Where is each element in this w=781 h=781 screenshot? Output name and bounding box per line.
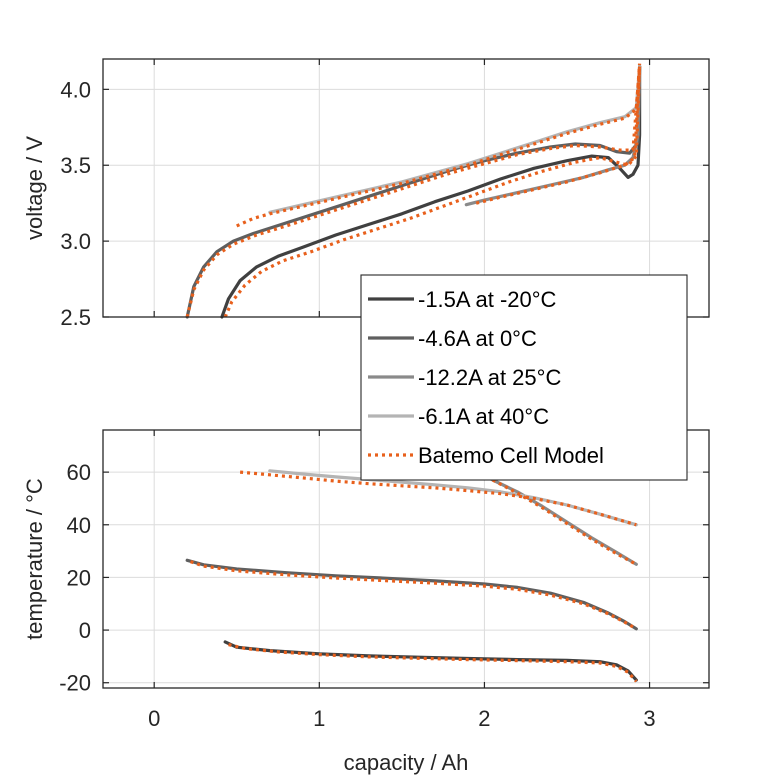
voltage-model-line <box>185 66 642 318</box>
legend-entry: -4.6A at 0°C <box>368 326 537 351</box>
voltage-ytick-label: 2.5 <box>60 305 91 330</box>
temperature-measured-line <box>268 469 638 527</box>
voltage-model-line <box>475 66 642 205</box>
legend-entry: -12.2A at 25°C <box>368 365 561 390</box>
voltage-series <box>185 63 642 319</box>
voltage-model-line <box>223 66 642 318</box>
legend-entry: -6.1A at 40°C <box>368 404 549 429</box>
legend-label: -6.1A at 40°C <box>418 404 549 429</box>
legend-entry: Batemo Cell Model <box>368 443 604 468</box>
legend: -1.5A at -20°C -4.6A at 0°C -12.2A at 25°C… <box>360 274 688 481</box>
voltage-ticks: 2.5 3.0 3.5 4.0 <box>60 59 709 330</box>
temperature-ytick-label: 40 <box>67 513 91 538</box>
legend-entry: -1.5A at -20°C <box>368 287 557 312</box>
temperature-series <box>185 465 638 683</box>
temperature-xtick-label: 2 <box>478 706 490 731</box>
voltage-measured-line <box>220 65 642 319</box>
temperature-ylabel: temperature / °C <box>22 478 47 640</box>
capacity-xlabel: capacity / Ah <box>344 750 469 775</box>
temperature-model-line <box>491 478 638 566</box>
temperature-ytick-label: -20 <box>59 671 91 696</box>
legend-label: -4.6A at 0°C <box>418 326 537 351</box>
voltage-plot-background <box>103 59 709 317</box>
temperature-ytick-label: 0 <box>79 618 91 643</box>
legend-label: Batemo Cell Model <box>418 443 604 468</box>
temperature-ticks: 0 1 2 3 -20 0 20 40 60 <box>59 430 709 731</box>
temperature-model-line <box>228 643 638 683</box>
voltage-ytick-label: 3.5 <box>60 153 91 178</box>
legend-label: -1.5A at -20°C <box>418 287 557 312</box>
temperature-axes: 0 1 2 3 -20 0 20 40 60 temperature / °C capacity… <box>22 429 710 775</box>
voltage-axes: 2.5 3.0 3.5 4.0 voltage / V <box>22 58 710 330</box>
voltage-measured-line <box>185 65 642 319</box>
temperature-xtick-label: 0 <box>148 706 160 731</box>
voltage-grid <box>103 59 709 318</box>
legend-label: -12.2A at 25°C <box>418 365 561 390</box>
legend-box <box>360 274 688 481</box>
voltage-ytick-label: 4.0 <box>60 77 91 102</box>
voltage-ylabel: voltage / V <box>22 136 47 240</box>
temperature-xtick-label: 1 <box>313 706 325 731</box>
temperature-ytick-label: 20 <box>67 565 91 590</box>
temperature-measured-line <box>185 558 638 631</box>
voltage-ytick-label: 3.0 <box>60 229 91 254</box>
temperature-xtick-label: 3 <box>643 706 655 731</box>
temperature-ytick-label: 60 <box>67 460 91 485</box>
